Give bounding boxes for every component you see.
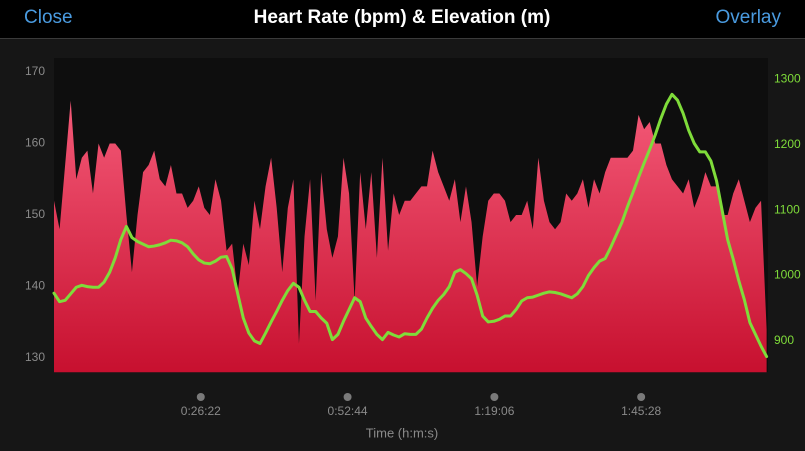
plot: 130 140 150 160 170 900 1000 1100 1200 1300 0:26:2… [25,64,801,418]
y2-tick-label: 1200 [774,137,801,151]
screen-title: Heart Rate (bpm) & Elevation (m) [254,7,551,28]
y-tick-label: 150 [25,207,45,221]
y2-tick-label: 1300 [774,71,801,85]
x-tick-label: 0:26:22 [181,404,221,418]
y2-tick-label: 900 [774,333,794,347]
x-tick-dot [343,393,352,401]
elevation-line [52,92,769,359]
x-tick-dot [490,393,499,401]
x-tick-dot [637,393,646,401]
y-tick-label: 130 [25,350,45,364]
x-tick-label: 1:45:28 [621,404,661,418]
heart-rate-area [54,100,767,373]
y2-tick-label: 1100 [774,202,800,216]
close-button[interactable]: Close [24,7,73,28]
y-tick-label: 160 [25,136,45,150]
x-tick-label: 0:52:44 [328,404,368,418]
header-bar [0,0,805,38]
overlay-button[interactable]: Overlay [716,7,782,28]
y2-tick-label: 1000 [774,268,801,282]
x-axis-label: Time (h:m:s) [366,425,438,440]
y-tick-label: 170 [25,64,45,78]
x-tick-dot [196,393,205,401]
x-tick-label: 1:19:06 [474,404,514,418]
y-tick-label: 140 [25,279,45,293]
